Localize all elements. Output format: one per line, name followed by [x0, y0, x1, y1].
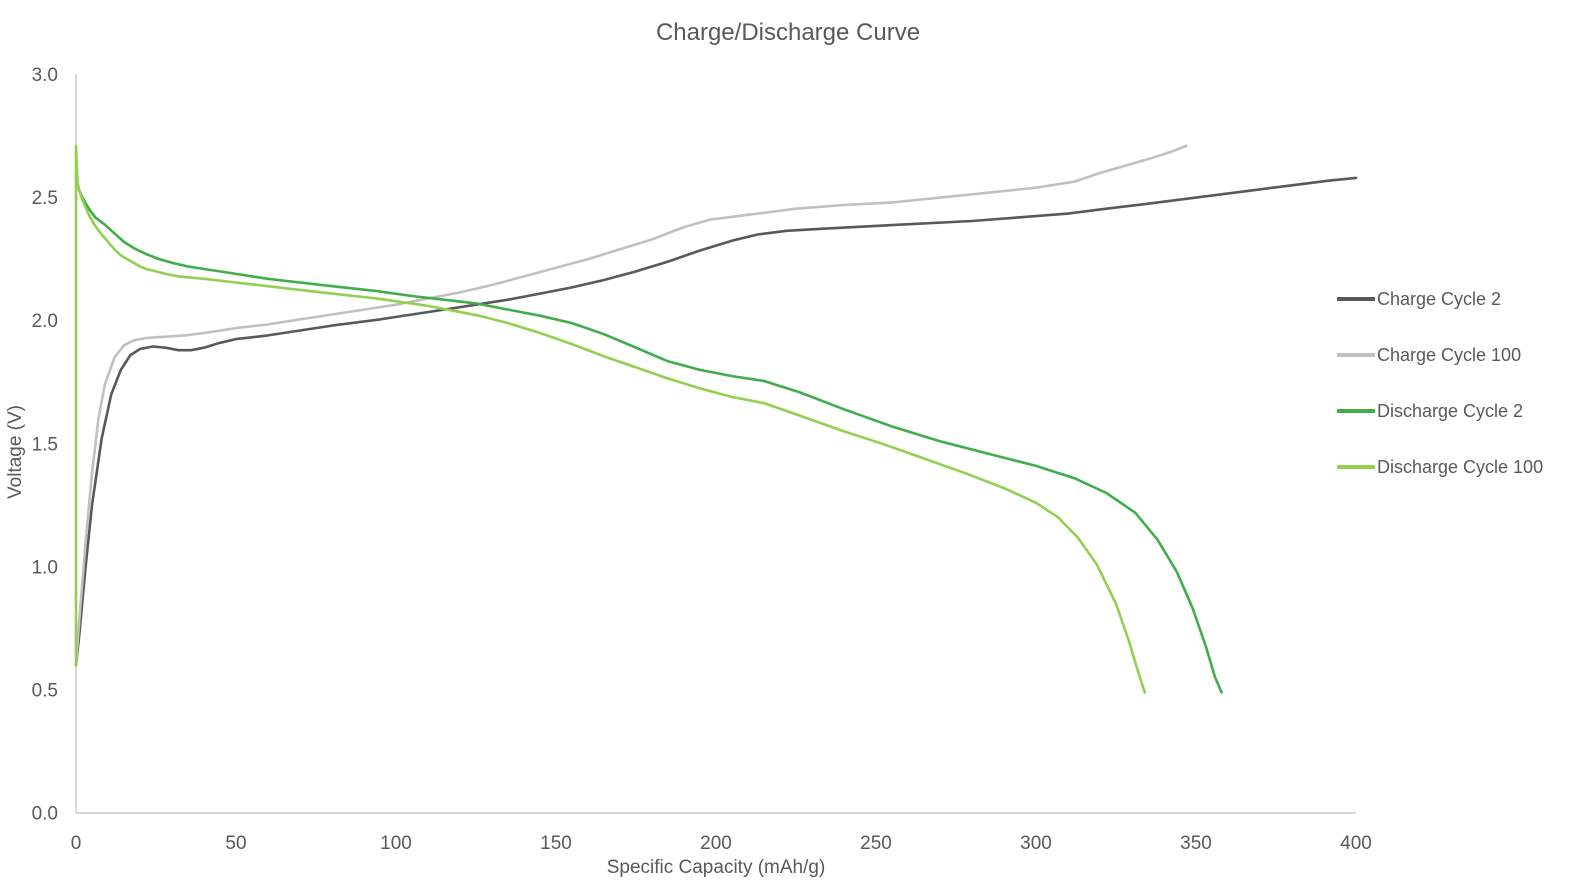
x-tick-label: 250: [860, 833, 892, 854]
x-tick-label: 150: [540, 833, 572, 854]
legend-line-swatch: [1337, 297, 1375, 301]
legend-label: Charge Cycle 2: [1377, 288, 1502, 309]
y-tick-label: 2.0: [32, 311, 58, 332]
y-tick-label: 3.0: [32, 65, 58, 86]
y-tick-label: 1.0: [32, 557, 58, 578]
legend-item-charge-cycle-2: Charge Cycle 2: [1337, 287, 1543, 311]
y-tick-label: 0.5: [32, 680, 58, 701]
series-line-charge-cycle-2: [74, 176, 1358, 667]
series-line-discharge-cycle-100: [74, 144, 1147, 694]
legend-item-discharge-cycle-100: Discharge Cycle 100: [1337, 455, 1543, 479]
y-axis-title: Voltage (V): [5, 405, 26, 499]
legend: Charge Cycle 2 Charge Cycle 100 Discharge …: [1337, 287, 1543, 479]
x-tick-label: 300: [1020, 833, 1052, 854]
legend-item-discharge-cycle-2: Discharge Cycle 2: [1337, 399, 1543, 423]
legend-item-charge-cycle-100: Charge Cycle 100: [1337, 343, 1543, 367]
legend-label: Discharge Cycle 100: [1377, 456, 1544, 477]
y-tick-label: 1.5: [32, 434, 58, 455]
y-tick-label: 2.5: [32, 188, 58, 209]
x-tick-label: 50: [225, 833, 246, 854]
chart-title: Charge/Discharge Curve: [655, 19, 921, 46]
x-tick-label: 400: [1340, 833, 1372, 854]
x-axis-title: Specific Capacity (mAh/g): [606, 857, 826, 878]
legend-label: Charge Cycle 100: [1377, 344, 1522, 365]
legend-line-swatch: [1337, 409, 1375, 413]
series-line-discharge-cycle-2: [74, 179, 1223, 694]
legend-line-swatch: [1337, 465, 1375, 469]
legend-line-swatch: [1337, 353, 1375, 357]
x-tick-label: 200: [700, 833, 732, 854]
series-line-charge-cycle-100: [74, 144, 1188, 667]
y-tick-label: 0.0: [32, 804, 58, 825]
x-tick-label: 0: [71, 833, 82, 854]
x-tick-label: 350: [1180, 833, 1212, 854]
x-tick-label: 100: [380, 833, 412, 854]
legend-label: Discharge Cycle 2: [1377, 400, 1524, 421]
